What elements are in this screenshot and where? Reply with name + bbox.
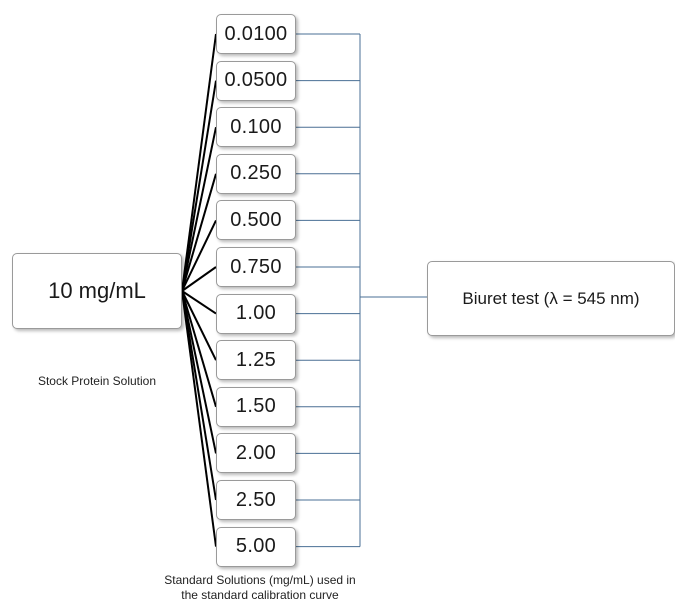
- standard-solution-box: 1.25: [216, 340, 296, 381]
- standard-solution-value: 1.00: [235, 302, 277, 325]
- fan-connector-line: [181, 290, 217, 454]
- stock-solution-box: 10 mg/mL: [12, 253, 182, 329]
- fan-connector-line: [181, 80, 217, 292]
- standard-solution-value: 0.750: [230, 255, 282, 278]
- biuret-test-box: Biuret test (λ = 545 nm): [427, 261, 675, 336]
- stock-solution-caption: Stock Protein Solution: [37, 374, 157, 388]
- fan-connector-line: [181, 290, 217, 361]
- standard-solution-value: 5.00: [235, 535, 277, 558]
- standard-solution-value: 1.50: [235, 395, 277, 418]
- standard-solution-box: 0.0500: [216, 60, 296, 101]
- standard-solution-value: 0.0100: [224, 22, 288, 45]
- standard-caption-line-2: the standard calibration curve: [181, 588, 339, 602]
- fan-connector-line: [181, 126, 217, 292]
- standard-solution-value: 0.0500: [224, 69, 288, 92]
- standard-solution-box: 2.00: [216, 433, 296, 474]
- fan-connector-line: [181, 290, 217, 315]
- standard-solution-value: 2.00: [235, 441, 277, 464]
- stock-solution-value: 10 mg/mL: [48, 278, 146, 303]
- standard-solution-box: 1.00: [216, 293, 296, 334]
- standard-solution-box: 0.100: [216, 107, 296, 148]
- standard-solution-box: 0.750: [216, 247, 296, 287]
- standard-solution-box: 5.00: [216, 526, 296, 567]
- standard-solution-box: 0.250: [216, 153, 296, 194]
- standard-solution-value: 2.50: [235, 488, 277, 511]
- fan-connector-line: [181, 290, 217, 501]
- standard-solutions-caption: Standard Solutions (mg/mL) used in the s…: [130, 573, 390, 603]
- standard-caption-line-1: Standard Solutions (mg/mL) used in: [164, 573, 356, 587]
- standard-solution-box: 0.500: [216, 200, 296, 241]
- standard-solution-box: 2.50: [216, 480, 296, 520]
- fan-connector-line: [181, 266, 217, 292]
- fan-connector-line: [181, 290, 217, 547]
- fan-connector-line: [181, 290, 217, 408]
- standard-solution-value: 1.25: [235, 348, 277, 371]
- standard-solution-value: 0.100: [230, 115, 282, 138]
- standard-solution-value: 0.500: [230, 208, 282, 231]
- biuret-test-label: Biuret test (λ = 545 nm): [462, 288, 640, 308]
- fan-connector-line: [181, 33, 217, 292]
- standard-solution-box: 1.50: [216, 386, 296, 427]
- fan-connector-line: [181, 173, 217, 292]
- standard-solution-box: 0.0100: [216, 14, 296, 54]
- standard-solution-value: 0.250: [230, 162, 282, 185]
- fan-connector-line: [181, 219, 217, 292]
